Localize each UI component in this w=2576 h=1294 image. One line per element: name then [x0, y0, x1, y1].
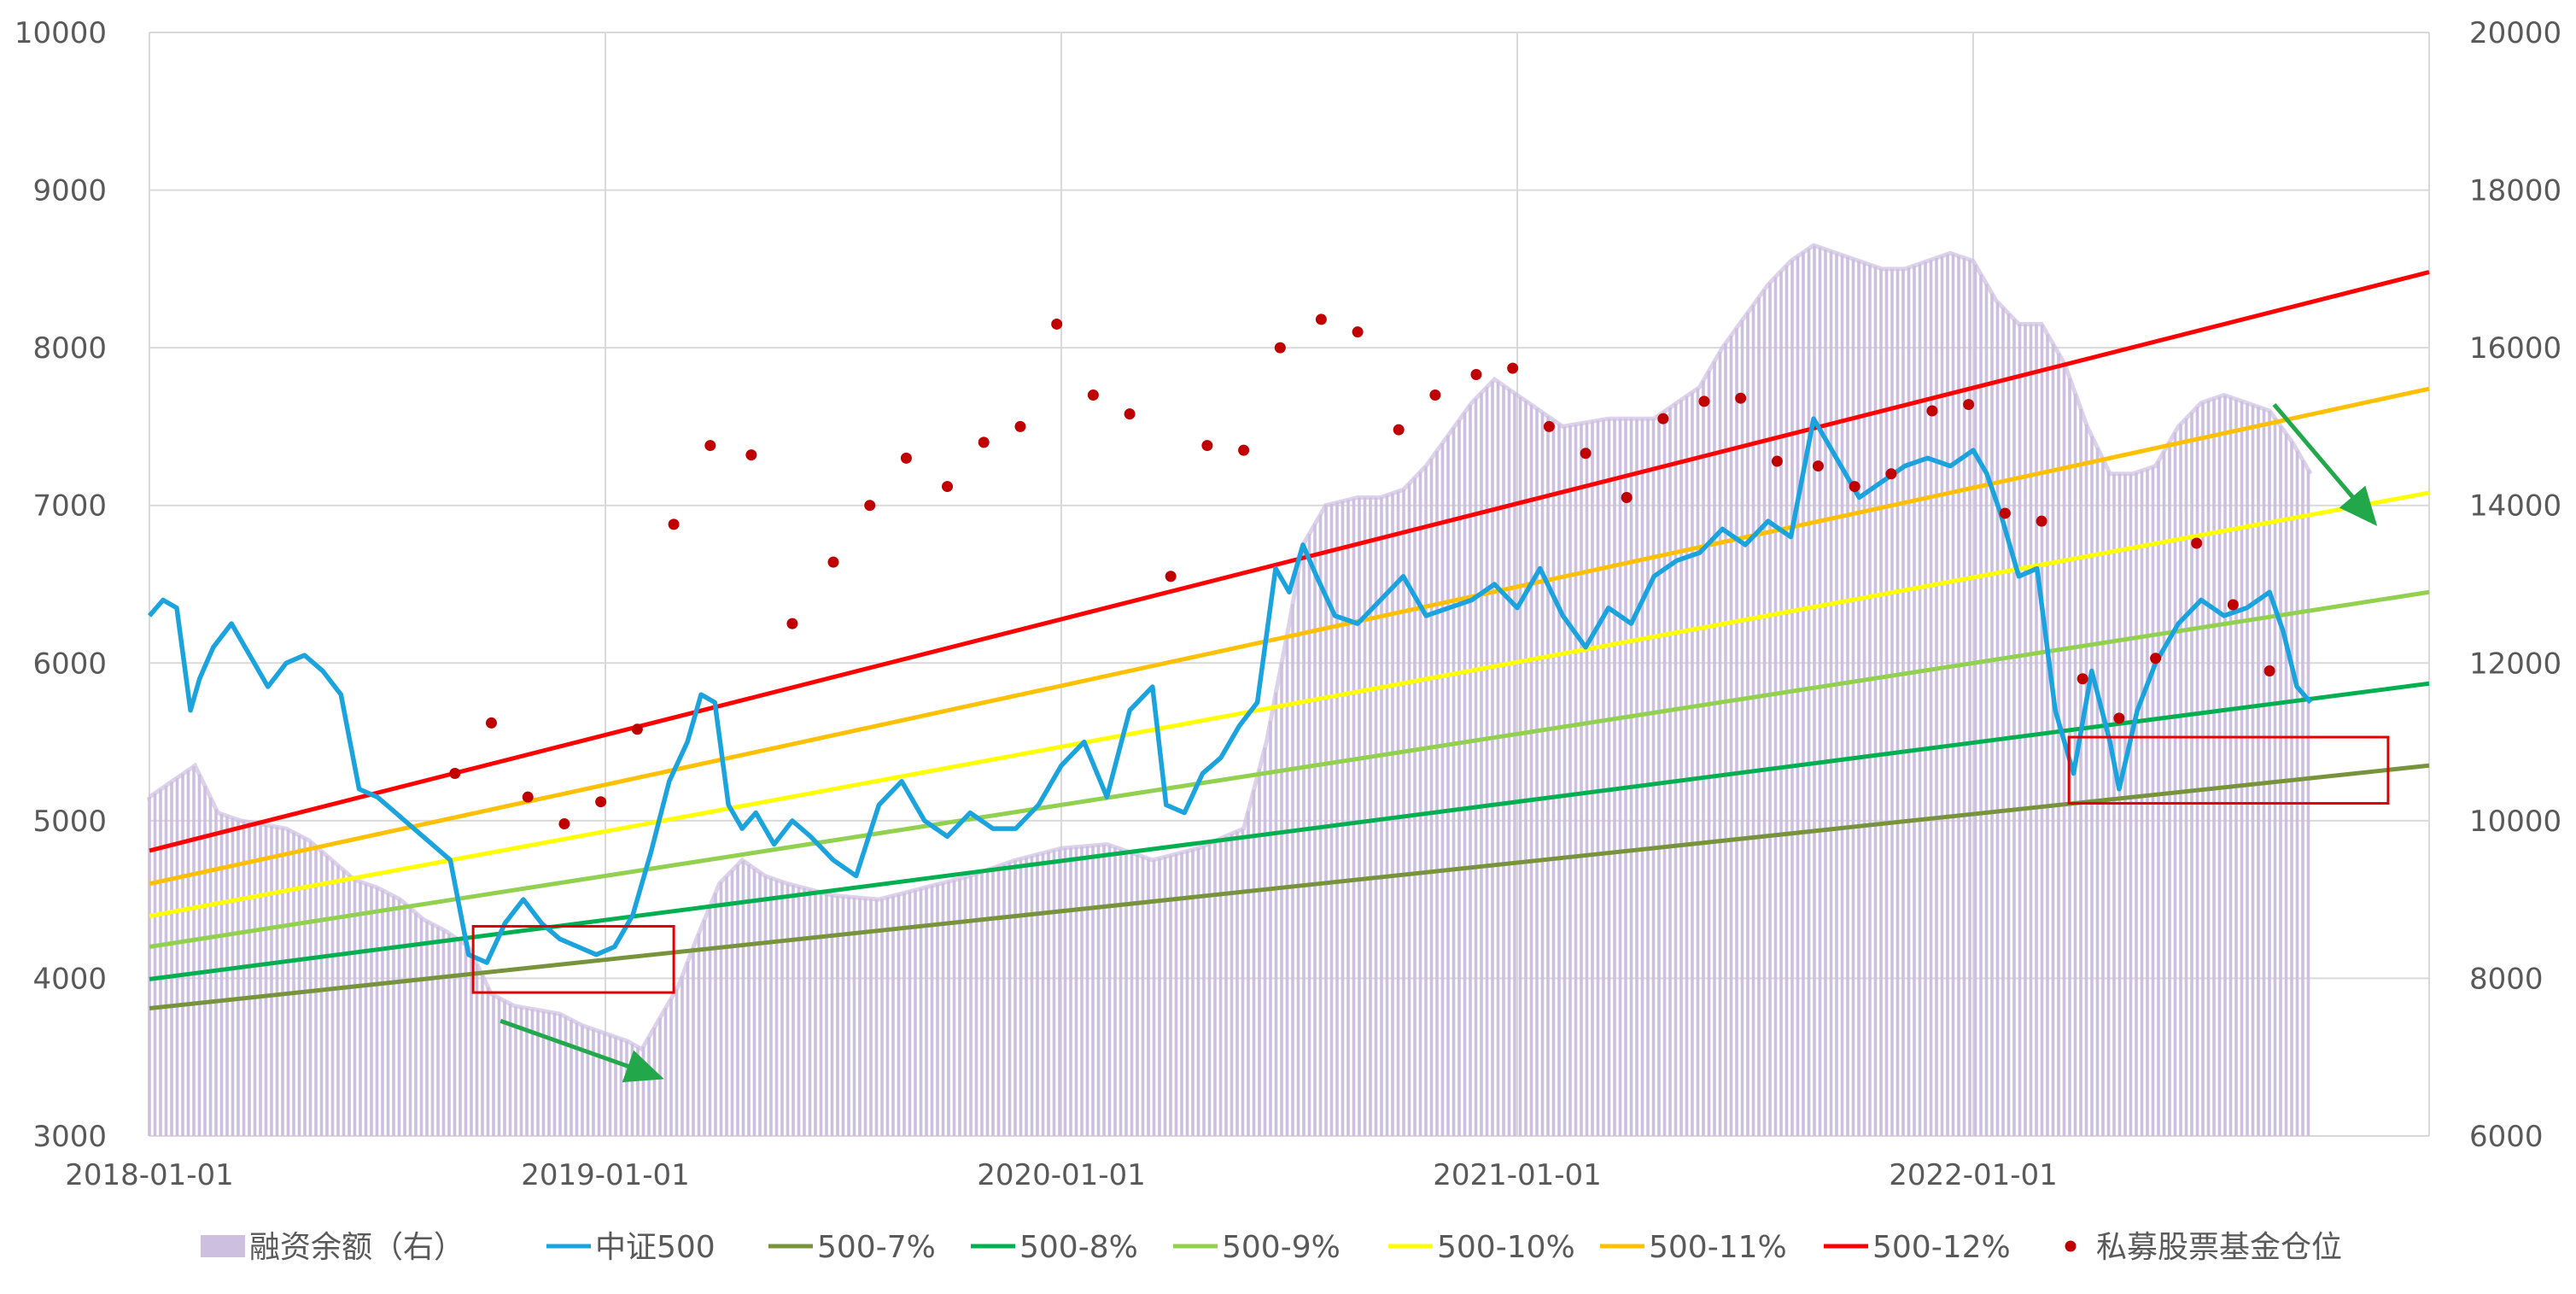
legend-label: 私募股票基金仓位 [2096, 1230, 2342, 1265]
legend-swatch [2065, 1240, 2077, 1252]
trend-arrow [499, 1018, 664, 1083]
csi500-line [147, 416, 2313, 965]
y-left-tick-label: 7000 [32, 489, 107, 524]
position-dot [827, 556, 839, 568]
y-right-tick-label: 8000 [2469, 962, 2544, 996]
y-right-tick-label: 16000 [2469, 331, 2561, 366]
position-dot [942, 481, 953, 493]
legend-label: 中证500 [595, 1230, 716, 1265]
annotations [471, 402, 2390, 1083]
position-dot [745, 449, 757, 461]
position-dot [2150, 653, 2162, 665]
growth-line-g12 [149, 270, 2430, 853]
position-dot [1885, 468, 1897, 480]
position-dot [1580, 448, 1592, 460]
axes: 3000 4000 5000 6000 7000 8000 9000 10000 6000 800… [15, 16, 2561, 1192]
position-dot [1999, 507, 2011, 519]
position-dot [2036, 515, 2047, 527]
y-right-tick-label: 18000 [2469, 174, 2561, 208]
legend-label: 500-12% [1872, 1230, 2011, 1265]
legend-label: 500-7% [817, 1230, 936, 1265]
position-dot [1393, 424, 1405, 436]
position-dot [486, 717, 497, 729]
position-dot [2191, 537, 2203, 549]
position-dot [1124, 408, 1136, 420]
position-dot [704, 440, 716, 452]
position-dot [978, 436, 990, 448]
legend-label: 500-10% [1437, 1230, 1575, 1265]
position-dot [2077, 673, 2088, 685]
position-dot [522, 791, 534, 803]
position-dot [1698, 395, 1710, 407]
position-dot [2227, 599, 2239, 611]
position-dot [1812, 460, 1824, 472]
position-dot [1352, 326, 1364, 338]
y-left-tick-label: 9000 [32, 174, 107, 208]
position-dot [1771, 455, 1783, 467]
position-dot [2113, 712, 2125, 724]
legend-label: 500-8% [1019, 1230, 1138, 1265]
legend-swatch [201, 1235, 245, 1257]
position-dot [1849, 481, 1860, 493]
growth-lines [149, 270, 2430, 1010]
legend-label: 500-9% [1222, 1230, 1341, 1265]
position-dot [1470, 369, 1482, 381]
y-right-tick-label: 10000 [2469, 805, 2561, 839]
position-dot [864, 500, 876, 512]
position-dot [1963, 399, 1975, 411]
x-tick-label: 2019-01-01 [521, 1158, 690, 1192]
growth-line-g8 [149, 681, 2430, 981]
y-right-tick-label: 14000 [2469, 489, 2561, 524]
legend-label: 500-11% [1649, 1230, 1787, 1265]
csi500-series [147, 416, 2313, 965]
y-left-tick-label: 6000 [32, 647, 107, 681]
position-dot [1621, 491, 1633, 503]
position-dot [668, 518, 680, 530]
position-dot [1735, 392, 1747, 404]
position-dot [1165, 571, 1177, 583]
position-dot [631, 723, 643, 735]
x-tick-label: 2021-01-01 [1433, 1158, 1602, 1192]
position-dot [1014, 420, 1026, 432]
position-dot [1051, 318, 1063, 330]
position-dot [1238, 444, 1250, 456]
position-dot [1087, 389, 1099, 401]
position-dot [595, 796, 607, 808]
y-left-tick-label: 3000 [32, 1120, 107, 1154]
trend-arrow [2272, 402, 2378, 526]
y-left-tick-label: 5000 [32, 805, 107, 839]
position-dot [1657, 413, 1669, 425]
position-dot [1274, 342, 1286, 354]
margin-series-line [147, 243, 2313, 1052]
position-dot [900, 452, 912, 464]
position-dot [558, 818, 570, 830]
highlight-box [471, 925, 675, 994]
y-left-tick-label: 8000 [32, 331, 107, 366]
position-dot [1429, 389, 1441, 401]
position-dot [1926, 405, 1938, 417]
position-dots [449, 313, 2275, 830]
position-dot [2263, 665, 2275, 677]
legend-label: 融资余额（右） [249, 1230, 464, 1265]
y-right-tick-label: 12000 [2469, 647, 2561, 681]
position-dot [1543, 420, 1555, 432]
x-tick-label: 2018-01-01 [65, 1158, 234, 1192]
position-dot [1315, 313, 1327, 325]
x-tick-label: 2022-01-01 [1889, 1158, 2058, 1192]
position-dot [786, 618, 798, 629]
position-dot [1507, 362, 1519, 374]
y-right-tick-label: 20000 [2469, 16, 2561, 50]
legend: 融资余额（右） 中证500 500-7% 500-8% 500-9% 500-10% 500… [201, 1230, 2342, 1265]
growth-line-g10 [149, 490, 2430, 918]
y-left-tick-label: 10000 [15, 16, 107, 50]
x-tick-label: 2020-01-01 [977, 1158, 1146, 1192]
y-left-tick-label: 4000 [32, 962, 107, 996]
growth-line-g7 [149, 763, 2430, 1010]
position-dot [1201, 440, 1213, 452]
position-dot [449, 767, 461, 779]
y-right-tick-label: 6000 [2469, 1120, 2544, 1154]
highlight-box [2067, 735, 2390, 805]
